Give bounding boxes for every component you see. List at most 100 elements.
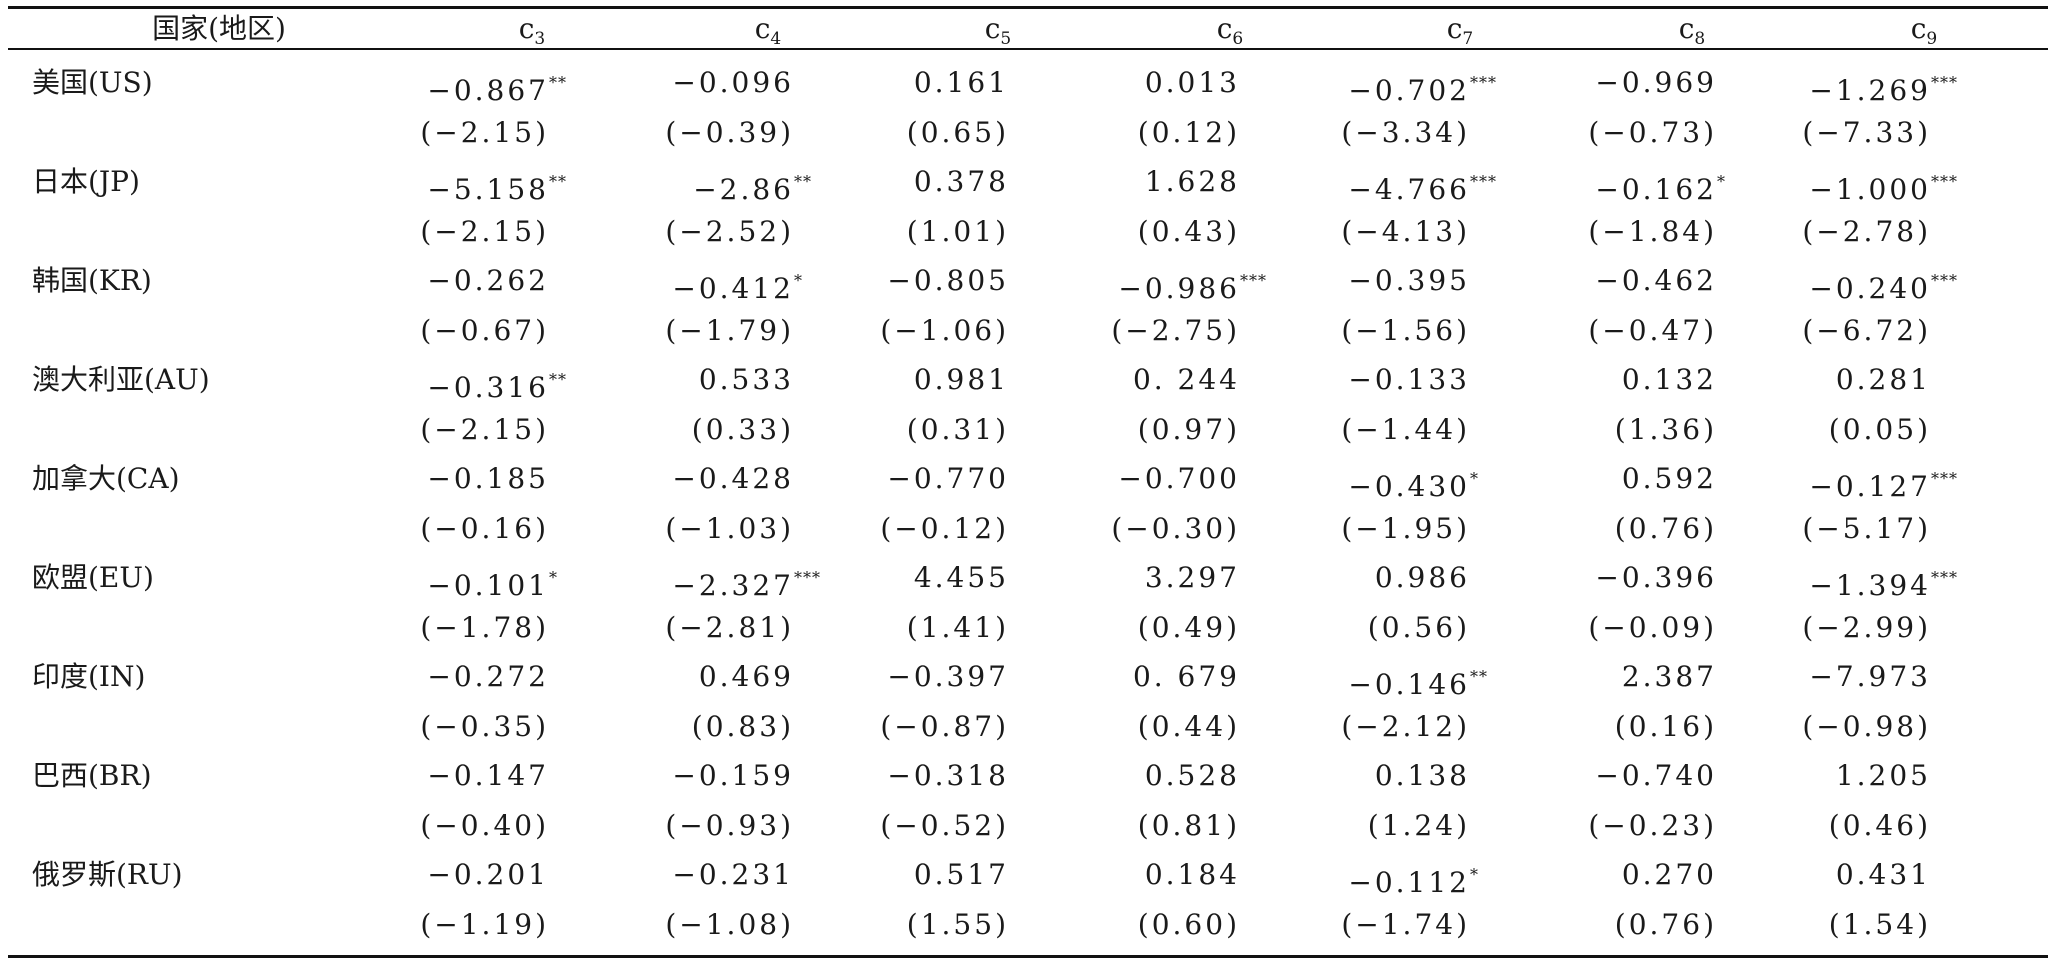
coefficient-cell: −0.240*** bbox=[1809, 264, 1965, 306]
significance-stars: *** bbox=[1931, 568, 1958, 587]
coefficient-cell: −0.127*** bbox=[1809, 462, 1965, 504]
coefficient-cell: 0.981 bbox=[914, 363, 1043, 397]
row-country-label: 欧盟(EU) bbox=[32, 561, 154, 594]
coefficient-cell: 0.132 bbox=[1622, 363, 1751, 397]
t-statistic-cell: (−0.73) bbox=[1588, 116, 1717, 149]
coefficient-cell: −0.412* bbox=[672, 264, 828, 306]
header-col-subscript: 4 bbox=[770, 29, 782, 49]
t-statistic-cell: (0.12) bbox=[1137, 116, 1240, 149]
t-statistic-cell: (−0.35) bbox=[420, 710, 549, 743]
t-statistic-cell: (0.60) bbox=[1137, 908, 1240, 941]
significance-stars: *** bbox=[1931, 172, 1958, 191]
coefficient-value: −0.462 bbox=[1595, 264, 1717, 297]
coefficient-value: 0.981 bbox=[913, 363, 1009, 396]
coefficient-value: 0.281 bbox=[1835, 363, 1931, 396]
t-statistic-cell: (−4.13) bbox=[1341, 215, 1470, 248]
coefficient-value: −0.159 bbox=[672, 759, 794, 792]
coefficient-cell: 4.455 bbox=[914, 561, 1043, 595]
t-statistic-cell: (−1.06) bbox=[880, 314, 1009, 347]
coefficient-value: −0.240 bbox=[1809, 272, 1931, 305]
coefficient-cell: −0.700 bbox=[1118, 462, 1274, 496]
t-statistic-cell: (1.54) bbox=[1828, 908, 1931, 941]
t-statistic-cell: (−1.78) bbox=[420, 611, 549, 644]
coefficient-value: 0. 679 bbox=[1132, 660, 1240, 693]
coefficient-cell: 0.528 bbox=[1145, 759, 1274, 793]
header-col-subscript: 9 bbox=[1926, 29, 1938, 49]
t-statistic-cell: (0.44) bbox=[1137, 710, 1240, 743]
t-statistic-cell: (0.43) bbox=[1137, 215, 1240, 248]
coefficient-value: 0.986 bbox=[1374, 561, 1470, 594]
coefficient-cell: −0.133 bbox=[1348, 363, 1504, 397]
t-statistic-cell: (0.33) bbox=[691, 413, 794, 446]
coefficient-cell: −0.146** bbox=[1348, 660, 1504, 702]
t-statistic-cell: (0.49) bbox=[1137, 611, 1240, 644]
coefficient-cell: −4.766*** bbox=[1348, 165, 1504, 207]
t-statistic-cell: (−2.15) bbox=[420, 116, 549, 149]
t-statistic-cell: (−2.99) bbox=[1802, 611, 1931, 644]
coefficient-cell: −0.185 bbox=[427, 462, 583, 496]
t-statistic-cell: (0.05) bbox=[1828, 413, 1931, 446]
t-statistic-cell: (0.16) bbox=[1614, 710, 1717, 743]
coefficient-cell: −0.231 bbox=[672, 858, 828, 892]
coefficient-value: −2.86 bbox=[693, 173, 794, 206]
coefficient-cell: 0.281 bbox=[1836, 363, 1965, 397]
coefficient-value: −7.973 bbox=[1809, 660, 1931, 693]
row-country-label: 日本(JP) bbox=[32, 165, 140, 198]
coefficient-value: 0.138 bbox=[1374, 759, 1470, 792]
header-col-c9: c9 bbox=[1911, 12, 1938, 56]
coefficient-value: −0.133 bbox=[1348, 363, 1470, 396]
coefficient-value: −0.162 bbox=[1595, 173, 1717, 206]
header-col-base: c bbox=[1678, 12, 1695, 45]
coefficient-cell: −0.969 bbox=[1595, 66, 1751, 100]
coefficient-value: −4.766 bbox=[1348, 173, 1470, 206]
coefficient-value: 3.297 bbox=[1144, 561, 1240, 594]
t-statistic-cell: (−7.33) bbox=[1802, 116, 1931, 149]
coefficient-value: −2.327 bbox=[672, 569, 794, 602]
t-statistic-cell: (−2.52) bbox=[665, 215, 794, 248]
header-col-c5: c5 bbox=[985, 12, 1012, 56]
coefficient-value: −0.867 bbox=[427, 74, 549, 107]
coefficient-cell: −1.394*** bbox=[1809, 561, 1965, 603]
t-statistic-cell: (−2.12) bbox=[1341, 710, 1470, 743]
coefficient-cell: 0.533 bbox=[699, 363, 828, 397]
coefficient-cell: −0.272 bbox=[427, 660, 583, 694]
coefficient-cell: 0.270 bbox=[1622, 858, 1751, 892]
coefficient-cell: 1.205 bbox=[1836, 759, 1965, 793]
coefficient-value: −0.740 bbox=[1595, 759, 1717, 792]
t-statistic-cell: (−2.78) bbox=[1802, 215, 1931, 248]
coefficient-value: −1.394 bbox=[1809, 569, 1931, 602]
header-col-c6: c6 bbox=[1217, 12, 1244, 56]
significance-stars: *** bbox=[1931, 469, 1958, 488]
coefficient-cell: −0.147 bbox=[427, 759, 583, 793]
coefficient-value: −0.127 bbox=[1809, 470, 1931, 503]
coefficient-value: 0.431 bbox=[1835, 858, 1931, 891]
coefficient-value: −0.096 bbox=[672, 66, 794, 99]
coefficient-cell: −7.973 bbox=[1809, 660, 1965, 694]
coefficient-cell: 0.517 bbox=[914, 858, 1043, 892]
t-statistic-cell: (−0.12) bbox=[880, 512, 1009, 545]
t-statistic-cell: (−0.87) bbox=[880, 710, 1009, 743]
coefficient-cell: −0.162* bbox=[1595, 165, 1751, 207]
t-statistic-cell: (0.76) bbox=[1614, 512, 1717, 545]
t-statistic-cell: (−0.39) bbox=[665, 116, 794, 149]
t-statistic-cell: (−0.23) bbox=[1588, 809, 1717, 842]
coefficient-cell: −0.112* bbox=[1348, 858, 1504, 900]
t-statistic-cell: (−5.17) bbox=[1802, 512, 1931, 545]
coefficient-value: −0.428 bbox=[672, 462, 794, 495]
coefficient-cell: 1.628 bbox=[1145, 165, 1274, 199]
t-statistic-cell: (1.55) bbox=[906, 908, 1009, 941]
significance-stars: *** bbox=[1240, 271, 1267, 290]
t-statistic-cell: (1.24) bbox=[1367, 809, 1470, 842]
coefficient-value: −0.770 bbox=[887, 462, 1009, 495]
t-statistic-cell: (0.56) bbox=[1367, 611, 1470, 644]
coefficient-value: −0.805 bbox=[887, 264, 1009, 297]
coefficient-cell: −5.158** bbox=[427, 165, 583, 207]
coefficient-cell: 0.161 bbox=[914, 66, 1043, 100]
table-bottom-rule bbox=[8, 955, 2048, 958]
t-statistic-cell: (−1.56) bbox=[1341, 314, 1470, 347]
coefficient-value: −0.112 bbox=[1348, 866, 1470, 899]
coefficient-cell: −0.462 bbox=[1595, 264, 1751, 298]
coefficient-cell: 0.184 bbox=[1145, 858, 1274, 892]
header-col-base: c bbox=[518, 12, 535, 45]
significance-stars: ** bbox=[549, 73, 567, 92]
